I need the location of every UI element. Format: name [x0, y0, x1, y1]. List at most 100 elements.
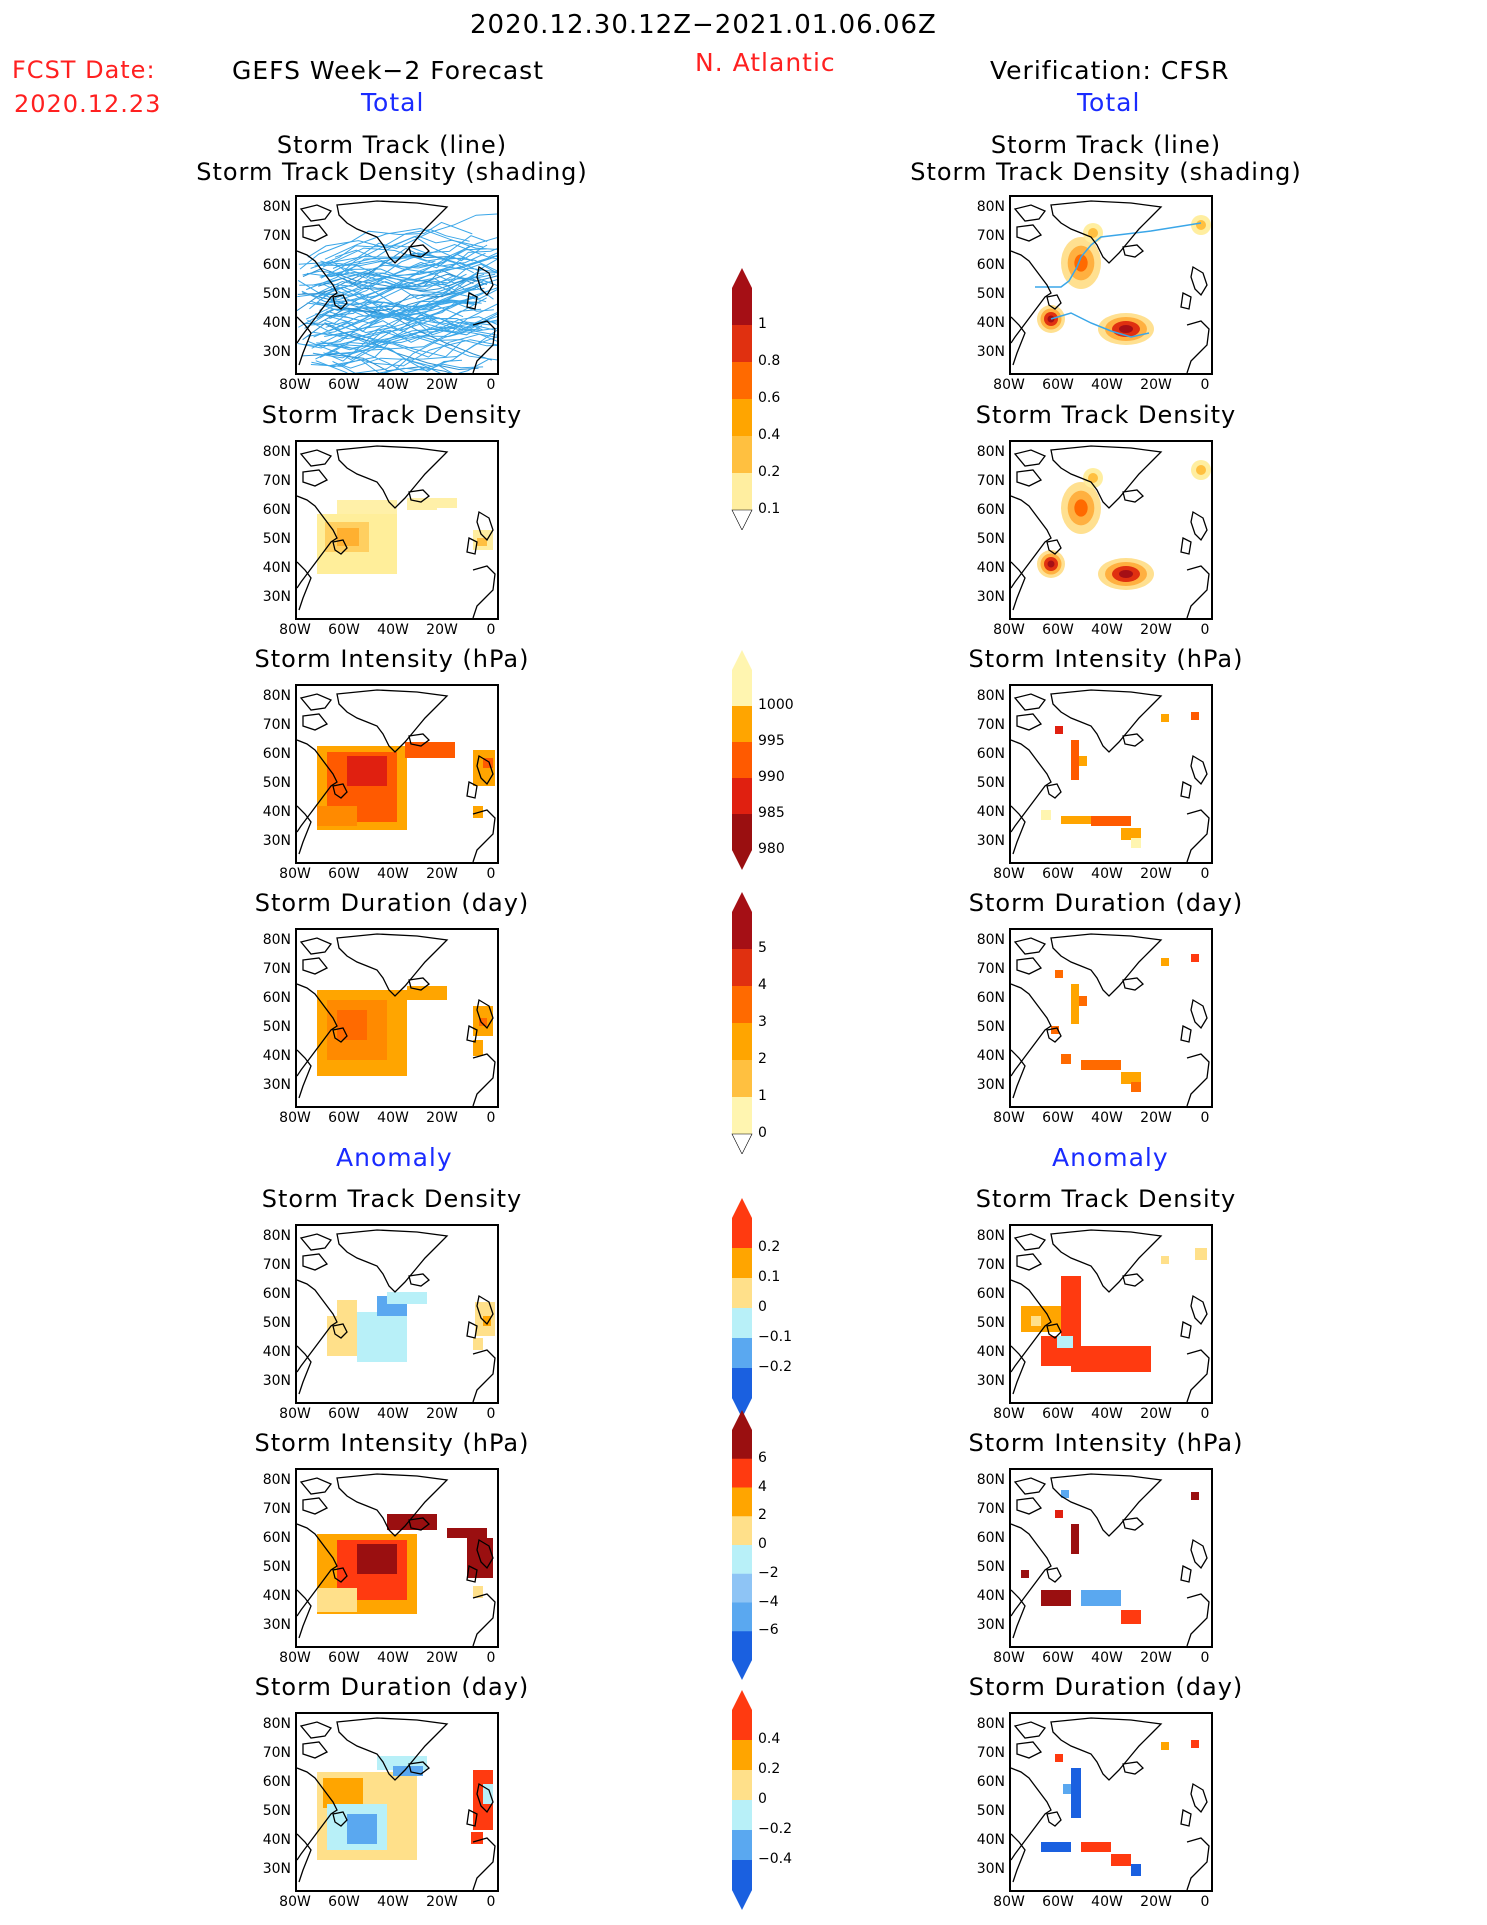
- lon-label: 80W: [993, 1650, 1025, 1666]
- coastline: [1011, 983, 1052, 1077]
- lat-label: 60N: [976, 257, 1005, 273]
- colorbar-label: 0.6: [758, 390, 781, 406]
- coastline: [408, 977, 430, 991]
- coastline: [1013, 937, 1047, 955]
- lon-label: 20W: [1140, 377, 1172, 393]
- coastline: [1050, 933, 1163, 997]
- coastline: [1046, 294, 1062, 310]
- title-intensity-right: Storm Intensity (hPa): [968, 645, 1244, 673]
- lat-label: 80N: [976, 932, 1005, 948]
- coastline: [1011, 1833, 1026, 1883]
- coastline: [1190, 1782, 1208, 1814]
- lon-label: 40W: [1091, 1406, 1123, 1422]
- coastline: [1190, 510, 1208, 542]
- map-plot: [297, 1473, 496, 1646]
- map-plot: [297, 445, 496, 618]
- coastline: [408, 1761, 430, 1775]
- lon-label: 60W: [328, 1650, 360, 1666]
- coastline: [1011, 495, 1052, 589]
- coastline: [1013, 204, 1047, 222]
- lon-label: 40W: [1091, 377, 1123, 393]
- fcst-date-label: FCST Date:: [12, 56, 156, 84]
- coastline: [1186, 320, 1210, 373]
- lon-label: 40W: [377, 1406, 409, 1422]
- map-panel-left-2: [295, 440, 499, 620]
- lon-label: 60W: [328, 1110, 360, 1126]
- coastline: [408, 733, 430, 747]
- verification-title: Verification: CFSR: [990, 56, 1230, 85]
- lat-label: 30N: [262, 344, 291, 360]
- coastline: [332, 539, 348, 555]
- lon-label: 20W: [426, 1406, 458, 1422]
- lon-label: 80W: [279, 1406, 311, 1422]
- coastline: [1050, 1717, 1163, 1781]
- lon-label: 60W: [328, 1894, 360, 1910]
- lon-label: 80W: [993, 1894, 1025, 1910]
- colorbar-swatch: [732, 1573, 752, 1603]
- lon-label: 40W: [1091, 622, 1123, 638]
- lon-label: 80W: [279, 1650, 311, 1666]
- colorbar-label: 0.4: [758, 1731, 781, 1747]
- coastline: [332, 1567, 348, 1583]
- lon-label: 40W: [377, 1894, 409, 1910]
- coastline: [1050, 200, 1163, 264]
- lon-label: 60W: [1042, 1110, 1074, 1126]
- lon-label: 40W: [377, 622, 409, 638]
- coastline: [472, 320, 496, 373]
- colorbar-swatch: [732, 1770, 752, 1801]
- coastline: [476, 754, 494, 786]
- colorbar-label: −0.1: [758, 1329, 792, 1345]
- lat-label: 70N: [262, 1501, 291, 1517]
- coastline: [1011, 1345, 1026, 1395]
- colorbar-label: 0: [758, 1791, 767, 1807]
- lon-label: 0: [1200, 1894, 1210, 1910]
- coastline: [299, 693, 333, 711]
- coastline: [1190, 754, 1208, 786]
- lat-label: 80N: [262, 1716, 291, 1732]
- title-intensity-left: Storm Intensity (hPa): [254, 645, 530, 673]
- section-anomaly-left: Anomaly: [336, 1143, 453, 1172]
- colorbar-label: −0.4: [758, 1851, 792, 1867]
- lat-label: 50N: [262, 1559, 291, 1575]
- lon-label: 80W: [279, 1894, 311, 1910]
- lat-label: 30N: [976, 1373, 1005, 1389]
- map-panel-right-3: [1009, 684, 1213, 864]
- coastline: [299, 204, 333, 222]
- lat-label: 60N: [976, 502, 1005, 518]
- coastline: [1180, 1321, 1192, 1339]
- coastline: [472, 565, 496, 618]
- lon-label: 80W: [279, 1110, 311, 1126]
- lon-label: 0: [486, 1894, 496, 1910]
- lat-label: 70N: [976, 717, 1005, 733]
- coastline: [1011, 316, 1026, 366]
- coastline: [408, 1273, 430, 1287]
- lat-label: 60N: [262, 990, 291, 1006]
- lon-label: 60W: [1042, 1894, 1074, 1910]
- coastline: [297, 805, 312, 855]
- coastline: [408, 244, 430, 258]
- coastline: [466, 537, 478, 555]
- lon-label: 20W: [1140, 1110, 1172, 1126]
- coastline: [1016, 1497, 1043, 1515]
- lat-label: 40N: [976, 804, 1005, 820]
- coastline: [1011, 1279, 1052, 1373]
- coastline: [299, 937, 333, 955]
- colorbar-swatch: [732, 399, 752, 437]
- colorbar-anom_intensity: [732, 1410, 752, 1680]
- lon-label: 0: [1200, 377, 1210, 393]
- map-panel-right-1: [1009, 195, 1213, 375]
- lat-label: 40N: [262, 1588, 291, 1604]
- section-total-right: Total: [1077, 88, 1141, 117]
- coastline: [302, 957, 329, 975]
- lon-label: 60W: [1042, 1406, 1074, 1422]
- map-plot: [1011, 445, 1211, 618]
- coastline: [1013, 1233, 1047, 1251]
- colorbar-label: 4: [758, 1478, 767, 1495]
- lon-label: 80W: [993, 377, 1025, 393]
- coastline: [302, 1497, 329, 1515]
- colorbar-swatch: [732, 288, 752, 326]
- lon-label: 60W: [328, 622, 360, 638]
- map-panel-left-3: [295, 684, 499, 864]
- coastline: [472, 1837, 496, 1890]
- lon-label: 80W: [279, 377, 311, 393]
